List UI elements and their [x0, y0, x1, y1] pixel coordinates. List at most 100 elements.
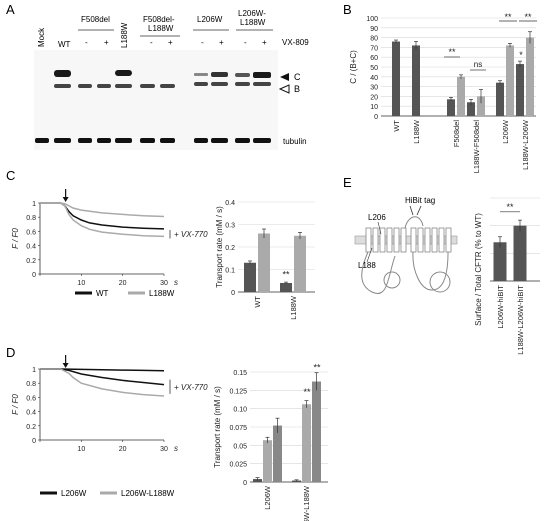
lane-label-l206w-l188w-1: L206W- [238, 9, 266, 18]
y-axis-label: Transport rate (mM / s) [213, 386, 222, 468]
y-axis-label: C / (B+C) [349, 50, 358, 84]
lane-label-f508del: F508del [81, 15, 110, 24]
chart-e-bar: Surface / Total CFTR (% to WT) L206W-hiBI… [474, 197, 540, 355]
x-tick-label: L188W-F508del [472, 120, 481, 174]
x-tick-label: 20 [119, 446, 127, 453]
tubulin-label: tubulin [283, 137, 307, 146]
vx770-label: + VX-770 [174, 230, 208, 239]
band-c-label: C [294, 72, 301, 82]
bar [457, 76, 465, 116]
bar [244, 262, 256, 292]
cftr-schematic: HiBit tag L206 L188 [354, 196, 458, 295]
band-b-arrow-icon [278, 84, 290, 94]
y-tick-label: 0.10 [233, 407, 247, 414]
panel-label-b: B [343, 2, 352, 17]
bar [506, 45, 514, 116]
y-tick-label: 0.6 [26, 229, 36, 236]
svg-text:-: - [85, 38, 88, 47]
y-tick-label: 0.2 [26, 258, 36, 265]
tubulin-band-row [35, 138, 271, 143]
x-tick-label: 10 [77, 446, 85, 453]
chart-d-bar: 0 0.025 0.05 0.075 0.10 0.125 0.15 Transport ra… [213, 362, 328, 521]
x-tick-label: L188W-L206W [521, 119, 530, 170]
x-tick-label: 20 [119, 280, 127, 287]
x-tick-label: L188W-L206W-hiBIT [516, 285, 525, 355]
svg-text:+: + [262, 38, 267, 47]
bar [312, 381, 321, 482]
y-tick-label: 70 [370, 45, 378, 52]
y-tick-label: 0.05 [233, 443, 247, 450]
significance-label: ** [504, 12, 512, 22]
y-tick-label: 0.2 [225, 245, 235, 252]
legend-c-wt: WT [96, 289, 109, 298]
significance-label: ** [506, 202, 514, 212]
x-tick-label: L206W-L188W [302, 485, 311, 521]
y-tick-label: 90 [370, 26, 378, 33]
x-tick-label: WT [253, 296, 262, 308]
legend-d-l206w-l188w: L206W-L188W [121, 489, 175, 498]
significance-label: ** [524, 12, 532, 22]
svg-text:+: + [219, 38, 224, 47]
y-tick-label: 0.025 [229, 462, 247, 469]
lane-label-f508del-l188w-1: F508del- [143, 15, 175, 24]
l206-label: L206 [368, 213, 386, 222]
stimulus-arrowhead-icon [62, 197, 69, 202]
x-axis-label: s [174, 278, 178, 287]
series-line [40, 202, 165, 218]
y-tick-label: 50 [370, 65, 378, 72]
hibit-tag-label: HiBit tag [405, 196, 435, 205]
y-tick-label: 30 [370, 85, 378, 92]
y-tick-label: 0 [374, 114, 378, 121]
chart-d-trace: 0 0.2 0.4 0.6 0.8 1 10 20 30 s F / F0 + VX-770 [11, 355, 208, 453]
x-tick-label: 10 [77, 280, 85, 287]
x-tick-label: L206W [263, 485, 272, 510]
series-line [40, 202, 165, 238]
y-tick-label: 0.8 [26, 215, 36, 222]
panel-label-d: D [6, 345, 15, 360]
y-tick-label: 0.3 [225, 223, 235, 230]
bar [294, 235, 306, 292]
band-b-row [54, 82, 271, 88]
legend-c-l188w: L188W [149, 289, 175, 298]
vx770-label: + VX-770 [174, 383, 208, 392]
western-blot: Mock WT F508del L188W F508del- L188W L20… [34, 9, 309, 150]
x-tick-label: WT [392, 120, 401, 132]
legend-c: WT L188W [75, 289, 175, 298]
x-tick-label: L206W-hiBIT [496, 285, 505, 329]
chart-c-trace: 0 0.2 0.4 0.6 0.8 1 10 20 30 s F / F0 + VX-770 [11, 189, 208, 287]
lane-label-wt: WT [58, 40, 71, 49]
bar [280, 283, 292, 292]
svg-text:-: - [244, 38, 247, 47]
band-c-arrow-icon [280, 73, 289, 81]
y-axis-label: F / F0 [11, 228, 20, 249]
series-line [40, 368, 165, 386]
chart-b: 0 10 20 30 40 50 60 70 80 90 100 C / (B+C) WT L188W F5… [349, 12, 537, 173]
y-tick-label: 0.4 [26, 244, 36, 251]
y-tick-label: 20 [370, 94, 378, 101]
y-tick-label: 80 [370, 36, 378, 43]
svg-text:-: - [150, 38, 153, 47]
bar [477, 96, 485, 116]
y-tick-label: 0.075 [229, 425, 247, 432]
svg-text:+: + [168, 38, 173, 47]
bar [516, 64, 524, 116]
y-tick-label: 0.4 [26, 410, 36, 417]
bar [496, 82, 504, 116]
stimulus-arrowhead-icon [62, 363, 69, 368]
lane-label-f508del-l188w-2: L188W [148, 24, 174, 33]
y-tick-label: 0 [231, 290, 235, 297]
bar [513, 225, 527, 281]
x-tick-label: F508del [452, 120, 461, 147]
y-tick-label: 0 [32, 438, 36, 445]
x-tick-label: L188W [412, 119, 421, 144]
panel-label-e: E [343, 175, 352, 190]
y-tick-label: 0 [32, 272, 36, 279]
svg-text:+: + [104, 38, 109, 47]
l188-label: L188 [358, 261, 376, 270]
bar [526, 37, 534, 116]
x-tick-label: L188W [289, 295, 298, 320]
bar [392, 41, 400, 116]
lane-label-l188w: L188W [120, 22, 129, 48]
